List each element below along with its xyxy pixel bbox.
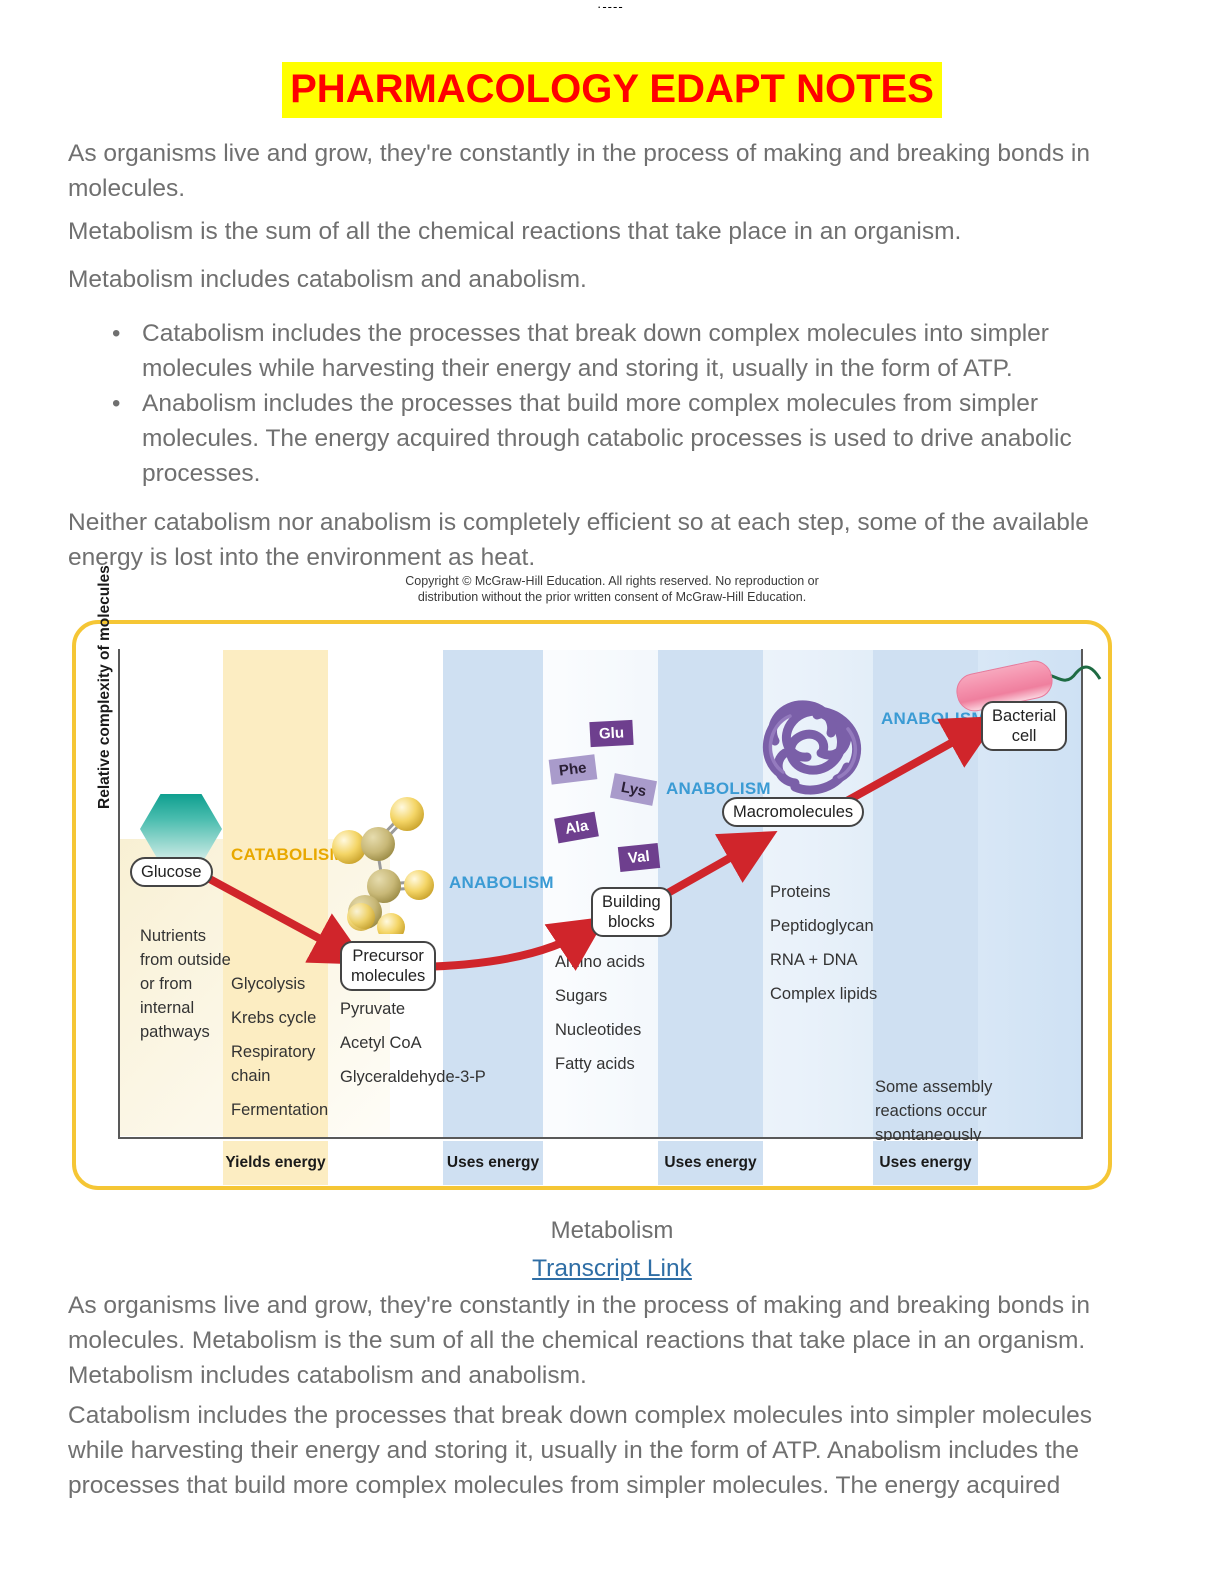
amino-acid-tag-val: Val: [617, 842, 660, 873]
callout-building-line-2: blocks: [607, 913, 655, 931]
callout-bacterial-line-2: cell: [1011, 727, 1037, 745]
column-nutrients-item: pathways: [140, 1023, 210, 1041]
column-precursors: Pyruvate Acetyl CoA Glyceraldehyde-3-P: [340, 992, 486, 1094]
column-nutrients-item: Nutrients: [140, 927, 207, 945]
zone-title-anabolism-2: ANABOLISM: [666, 779, 771, 798]
column-assembly-note: Some assembly reactions occur spontaneou…: [875, 1075, 992, 1147]
callout-bacterial-line-1: Bacterial: [992, 707, 1057, 725]
column-assembly-item: spontaneously: [875, 1126, 982, 1144]
copyright-line-1: Copyright © McGraw-Hill Education. All r…: [405, 574, 819, 588]
zone-title-anabolism-1: ANABOLISM: [449, 873, 554, 892]
energy-label-uses-1: Uses energy: [443, 1141, 543, 1185]
zone-title-catabolism: CATABOLISM: [231, 845, 344, 864]
intro-bullet-list: • Catabolism includes the processes that…: [100, 316, 1142, 491]
list-item: • Catabolism includes the processes that…: [112, 316, 1142, 386]
callout-macromolecules: Macromolecules: [722, 797, 865, 827]
energy-labels-row: Yields energy Uses energy Uses energy Us…: [118, 1141, 1083, 1185]
plot-frame: [118, 649, 1083, 1139]
intro-closing-paragraph: Neither catabolism nor anabolism is comp…: [68, 509, 1089, 571]
column-building-block-item: Nucleotides: [555, 1021, 642, 1039]
column-macromolecule-item: Proteins: [770, 883, 831, 901]
page-title-wrapper: PHARMACOLOGY EDAPT NOTES: [0, 62, 1224, 118]
column-catabolic-item: Respiratory: [231, 1043, 316, 1061]
figure-copyright: Copyright © McGraw-Hill Education. All r…: [0, 573, 1224, 605]
column-nutrients-item: internal: [140, 999, 195, 1017]
callout-glucose: Glucose: [130, 857, 213, 887]
precursor-molecule-icon: [331, 784, 441, 941]
column-assembly-item: reactions occur: [875, 1102, 987, 1120]
copyright-line-2: distribution without the prior written c…: [417, 590, 807, 604]
column-building-block-item: Amino acids: [555, 953, 645, 971]
column-precursor-item: Pyruvate: [340, 1000, 406, 1018]
column-nutrients: Nutrients from outside or from internal …: [140, 924, 231, 1044]
intro-paragraph-3: Metabolism includes catabolism and anabo…: [68, 266, 587, 293]
callout-bacterial-cell: Bacterial cell: [981, 701, 1068, 751]
column-nutrients-item: or from: [140, 975, 193, 993]
y-axis-label: Relative complexity of molecules: [96, 565, 113, 809]
zone-title-anabolism-3: ANABOLISM: [881, 709, 986, 728]
page-title: PHARMACOLOGY EDAPT NOTES: [282, 62, 942, 118]
intro-paragraph-2: Metabolism is the sum of all the chemica…: [68, 218, 962, 245]
metabolism-figure: Relative complexity of molecules CATABOL…: [72, 565, 1112, 1190]
column-building-block-item: Fatty acids: [555, 1055, 635, 1073]
figure-plot-area: Relative complexity of molecules CATABOL…: [96, 565, 1102, 1144]
column-precursor-item: Acetyl CoA: [340, 1034, 422, 1052]
column-building-blocks: Amino acids Sugars Nucleotides Fatty aci…: [555, 945, 645, 1081]
callout-precursor-molecules: Precursor molecules: [340, 941, 437, 991]
column-catabolic-item: chain: [231, 1067, 271, 1085]
column-building-block-item: Sugars: [555, 987, 608, 1005]
callout-building-line-1: Building: [602, 893, 661, 911]
intro-paragraph-1: As organisms live and grow, they're cons…: [68, 140, 1090, 202]
column-catabolic-item: Fermentation: [231, 1101, 329, 1119]
bullet-icon: •: [112, 320, 121, 347]
list-item: • Anabolism includes the processes that …: [112, 386, 1142, 491]
column-assembly-item: Some assembly: [875, 1078, 993, 1096]
energy-label-uses-2: Uses energy: [658, 1141, 763, 1185]
top-dash-marks: ·----: [597, 0, 624, 14]
column-nutrients-item: from outside: [140, 951, 231, 969]
callout-precursor-line-2: molecules: [351, 967, 426, 985]
callout-building-blocks: Building blocks: [591, 887, 672, 937]
amino-acid-tag-glu: Glu: [589, 719, 634, 748]
macromolecule-protein-icon: [751, 679, 871, 809]
column-catabolic-item: Glycolysis: [231, 975, 306, 993]
callout-precursor-line-1: Precursor: [352, 947, 424, 965]
transcript-link-wrapper: Transcript Link: [0, 1252, 1224, 1286]
column-catabolic-item: Krebs cycle: [231, 1009, 317, 1027]
band-anabolism-1: [443, 650, 543, 1137]
outro-paragraph-2: Catabolism includes the processes that b…: [68, 1402, 1093, 1499]
figure-caption: Metabolism: [550, 1217, 674, 1244]
column-macromolecule-item: RNA + DNA: [770, 951, 858, 969]
column-macromolecule-item: Complex lipids: [770, 985, 878, 1003]
column-macromolecules: Proteins Peptidoglycan RNA + DNA Complex…: [770, 875, 877, 1011]
bullet-icon: •: [112, 390, 121, 417]
transcript-link[interactable]: Transcript Link: [532, 1255, 692, 1282]
list-item-text: Catabolism includes the processes that b…: [142, 320, 1049, 382]
list-item-text: Anabolism includes the processes that bu…: [142, 390, 1072, 487]
energy-label-yields: Yields energy: [223, 1141, 328, 1185]
energy-label-uses-3: Uses energy: [873, 1141, 978, 1185]
outro-paragraph-1: As organisms live and grow, they're cons…: [68, 1292, 1090, 1389]
column-catabolic-pathways: Glycolysis Krebs cycle Respiratory chain…: [231, 972, 328, 1122]
column-precursor-item: Glyceraldehyde-3-P: [340, 1068, 486, 1086]
column-macromolecule-item: Peptidoglycan: [770, 917, 874, 935]
